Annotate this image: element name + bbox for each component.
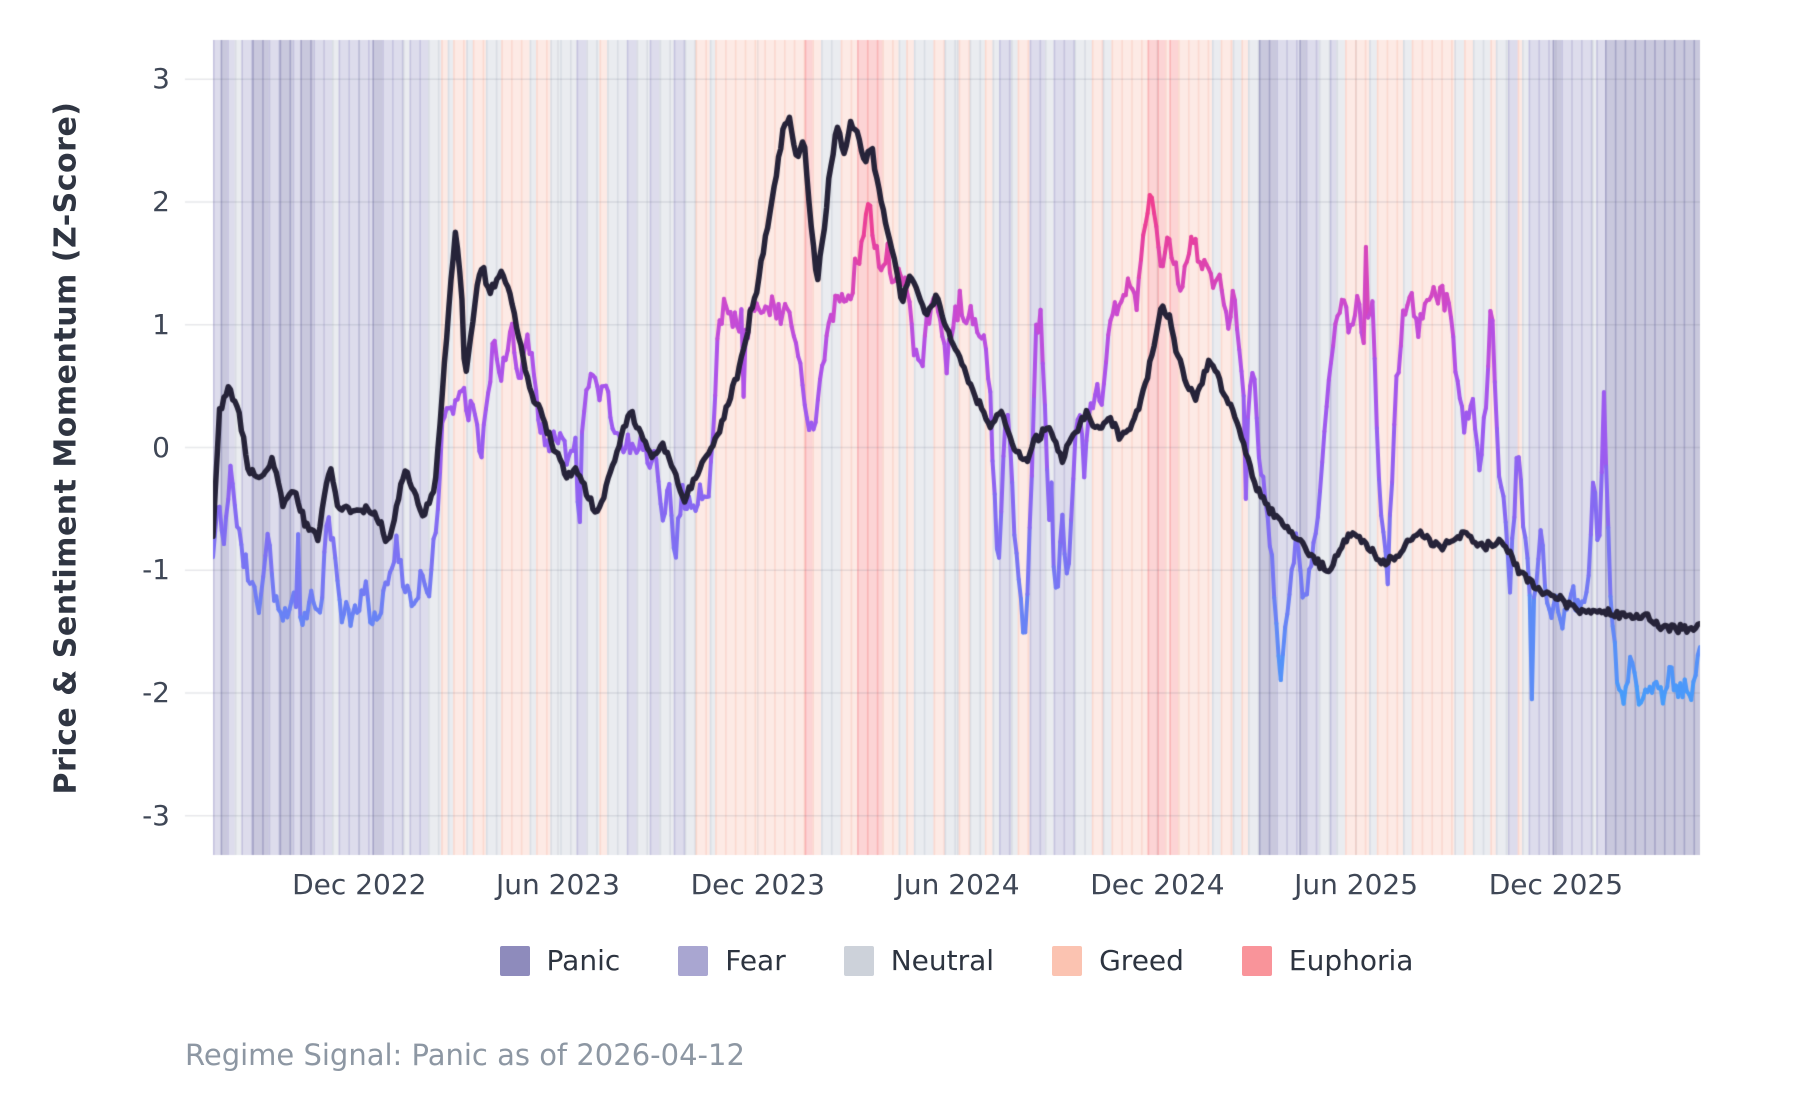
x-tick-label: Dec 2022: [292, 868, 427, 901]
y-tick-label: 1: [152, 307, 170, 341]
x-tick-label: Jun 2025: [1294, 868, 1419, 901]
x-tick-label: Dec 2025: [1488, 868, 1624, 901]
legend-label: Neutral: [890, 944, 995, 977]
legend-item-greed: Greed: [1052, 944, 1184, 977]
legend-swatch: [678, 945, 709, 976]
y-tick-label: 3: [152, 62, 170, 96]
legend-item-fear: Fear: [678, 944, 786, 977]
x-tick-label: Jun 2023: [496, 868, 620, 901]
legend-label: Panic: [546, 944, 621, 977]
legend-item-euphoria: Euphoria: [1241, 944, 1414, 977]
regime-signal-caption: Regime Signal: Panic as of 2026-04-12: [185, 1038, 745, 1072]
x-tick-label: Dec 2023: [690, 868, 825, 901]
y-tick-label: 0: [152, 430, 170, 464]
chart-legend: Panic Fear Neutral Greed Euphoria: [213, 944, 1700, 977]
legend-swatch: [1241, 945, 1272, 976]
legend-item-neutral: Neutral: [843, 944, 995, 977]
legend-item-panic: Panic: [499, 944, 621, 977]
y-tick-label: -3: [142, 798, 170, 832]
y-tick-label: 2: [152, 185, 170, 219]
x-tick-label: Dec 2024: [1090, 868, 1225, 901]
legend-swatch: [1052, 945, 1083, 976]
legend-swatch: [499, 945, 530, 976]
x-tick-label: Jun 2024: [895, 868, 1020, 901]
y-tick-label: -1: [142, 553, 170, 587]
legend-label: Greed: [1099, 944, 1184, 977]
legend-label: Fear: [725, 944, 786, 977]
y-tick-label: -2: [142, 675, 170, 709]
legend-label: Euphoria: [1288, 944, 1414, 977]
legend-swatch: [843, 945, 874, 976]
